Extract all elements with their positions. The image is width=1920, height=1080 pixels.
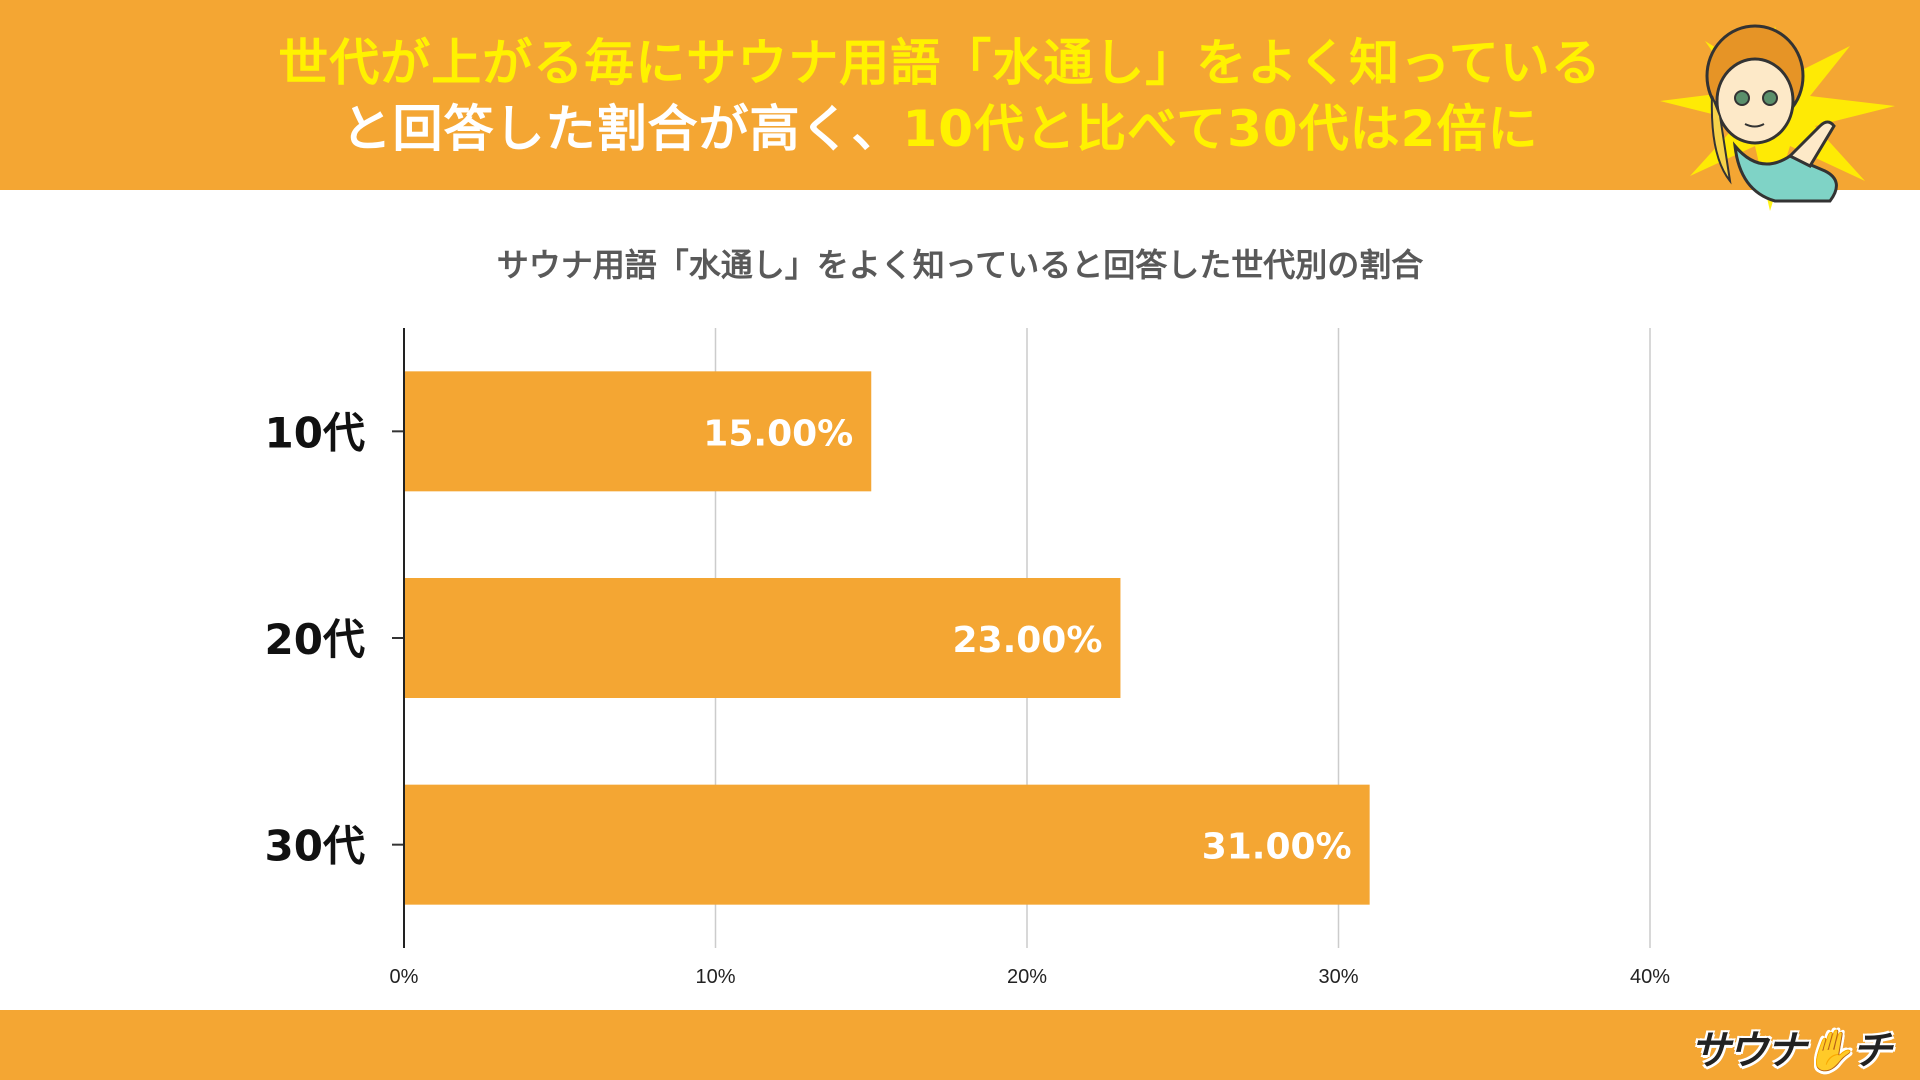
mascot-girl-pointing-icon — [1660, 24, 1895, 211]
chart-title: サウナ用語「水通し」をよく知っていると回答した世代別の割合 — [496, 246, 1424, 284]
x-tick-label: 10% — [695, 966, 735, 988]
headline-line-1: 世代が上がる毎にサウナ用語「水通し」をよく知っている — [278, 34, 1602, 92]
bar — [404, 578, 1121, 698]
bar-chart: 0% 10% 20% 30% 40% 15.00% 10代 23.00% 20代 31.00% 30… — [265, 328, 1670, 988]
header-banner — [0, 0, 1920, 190]
bar-value-label: 23.00% — [952, 620, 1102, 661]
headline: 世代が上がる毎にサウナ用語「水通し」をよく知っている と回答した割合が高く、10… — [190, 30, 1690, 162]
footer-banner — [0, 1010, 1920, 1080]
x-tick-label: 0% — [390, 966, 419, 988]
category-label: 20代 — [265, 615, 365, 664]
headline-line-2-prefix: と回答した割合が高く、 — [341, 100, 903, 158]
x-tick-label: 20% — [1007, 966, 1047, 988]
x-tick-label: 40% — [1630, 966, 1670, 988]
bar — [404, 784, 1370, 905]
bar — [404, 371, 872, 492]
x-tick-label: 30% — [1318, 966, 1358, 988]
headline-line-2: と回答した割合が高く、10代と比べて30代は2倍に — [190, 96, 1690, 162]
bar-value-label: 31.00% — [1202, 827, 1352, 868]
category-label: 10代 — [265, 408, 365, 457]
category-label: 30代 — [265, 822, 365, 871]
brand-logo: サウナ✋チ — [1690, 1028, 1892, 1074]
bar-value-label: 15.00% — [703, 413, 853, 454]
headline-line-2-highlight: 10代と比べて30代は2倍に — [902, 100, 1539, 158]
